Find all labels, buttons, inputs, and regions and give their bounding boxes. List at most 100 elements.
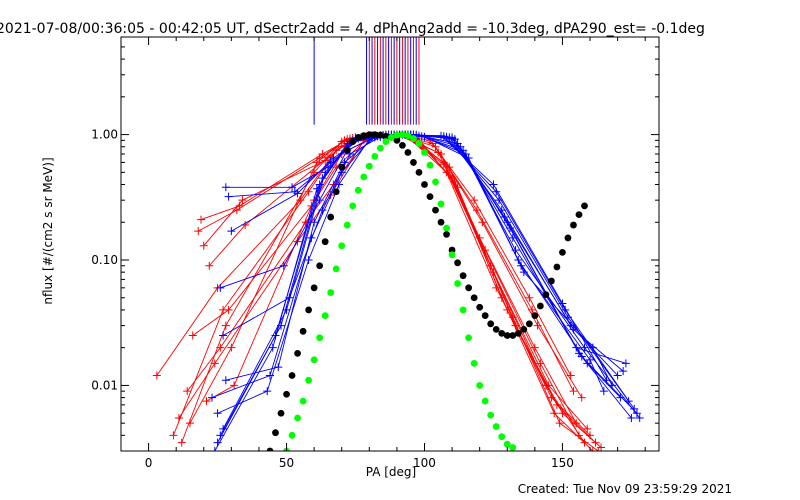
- data-point: [188, 331, 197, 340]
- fit-point: [332, 265, 340, 273]
- fit-point: [520, 325, 528, 333]
- fit-point: [376, 144, 384, 152]
- series-line: [206, 134, 588, 430]
- data-point: [238, 196, 247, 205]
- fit-curve-black: [266, 131, 588, 451]
- data-point: [185, 419, 194, 428]
- data-point: [282, 305, 291, 314]
- series-line: [222, 134, 641, 430]
- series-red: [188, 130, 586, 402]
- series-line: [219, 134, 638, 436]
- data-point: [544, 381, 553, 390]
- fit-point: [470, 294, 478, 302]
- fit-point: [487, 411, 495, 419]
- fit-point: [564, 234, 572, 242]
- fit-point: [338, 163, 346, 171]
- fit-point: [570, 221, 577, 229]
- data-point: [453, 183, 462, 192]
- fit-point: [492, 423, 500, 430]
- fit-point: [343, 146, 351, 154]
- x-tick-label: 100: [413, 456, 436, 470]
- data-point: [213, 438, 222, 447]
- data-point: [577, 393, 586, 402]
- fit-point: [343, 221, 351, 229]
- data-point: [558, 299, 567, 308]
- data-point: [285, 293, 294, 302]
- data-point: [594, 447, 603, 451]
- series-red: [199, 130, 603, 451]
- data-point: [174, 413, 183, 422]
- fit-point: [498, 329, 506, 337]
- fit-point: [393, 131, 401, 139]
- fit-point: [437, 218, 445, 226]
- data-point: [558, 409, 567, 418]
- fit-point: [327, 289, 335, 296]
- series-line: [225, 134, 630, 402]
- fit-point: [503, 440, 511, 448]
- fit-point: [509, 332, 517, 339]
- data-point: [318, 206, 327, 215]
- data-point: [216, 283, 225, 292]
- data-point: [608, 381, 617, 390]
- data-point: [420, 132, 429, 141]
- series-line: [208, 134, 602, 448]
- fit-point: [575, 211, 583, 219]
- data-point: [602, 376, 611, 385]
- fit-point: [481, 312, 489, 320]
- data-point: [470, 196, 479, 205]
- data-point: [219, 331, 228, 340]
- data-point: [210, 359, 219, 368]
- data-point: [265, 371, 274, 380]
- fit-point: [415, 140, 423, 147]
- data-point: [569, 325, 578, 334]
- fit-point: [548, 277, 555, 285]
- fit-point: [272, 429, 279, 437]
- data-point: [464, 154, 473, 163]
- fit-point: [288, 372, 296, 379]
- data-point: [525, 293, 534, 302]
- fit-point: [443, 224, 450, 232]
- fit-point: [365, 131, 373, 138]
- fit-point: [338, 242, 346, 250]
- data-point: [318, 150, 327, 159]
- fit-point: [443, 231, 450, 238]
- series-blue: [213, 130, 611, 418]
- fit-point: [283, 390, 290, 398]
- fit-point: [310, 284, 318, 292]
- data-point: [555, 419, 564, 428]
- data-point: [580, 343, 589, 352]
- fit-point: [476, 382, 484, 389]
- data-point: [216, 343, 225, 352]
- data-point: [194, 227, 203, 236]
- fit-point: [404, 132, 412, 140]
- series-blue: [216, 130, 641, 440]
- fit-point: [454, 259, 461, 267]
- fit-point: [360, 132, 368, 140]
- data-point: [508, 233, 517, 242]
- data-point: [321, 168, 330, 177]
- data-point: [583, 424, 592, 433]
- data-point: [323, 153, 332, 162]
- fit-point: [432, 178, 439, 186]
- data-point: [183, 387, 192, 396]
- fit-point: [316, 262, 324, 270]
- data-point: [577, 352, 586, 361]
- fit-point: [581, 202, 588, 210]
- fit-point: [294, 350, 301, 357]
- fit-point: [531, 312, 539, 320]
- data-point: [528, 305, 537, 314]
- data-point: [268, 343, 277, 352]
- data-point: [530, 343, 539, 352]
- series-red: [194, 130, 597, 451]
- data-point: [227, 343, 236, 352]
- y-axis-label: nflux [#/(cm2 s sr MeV)]: [41, 157, 55, 304]
- fit-point: [321, 238, 329, 246]
- data-point: [437, 131, 446, 140]
- fit-point: [525, 320, 533, 328]
- fit-point: [410, 159, 417, 166]
- fit-point: [476, 303, 484, 311]
- data-point: [304, 256, 313, 265]
- data-point: [224, 192, 233, 201]
- fit-point: [487, 320, 495, 328]
- fit-point: [498, 433, 506, 441]
